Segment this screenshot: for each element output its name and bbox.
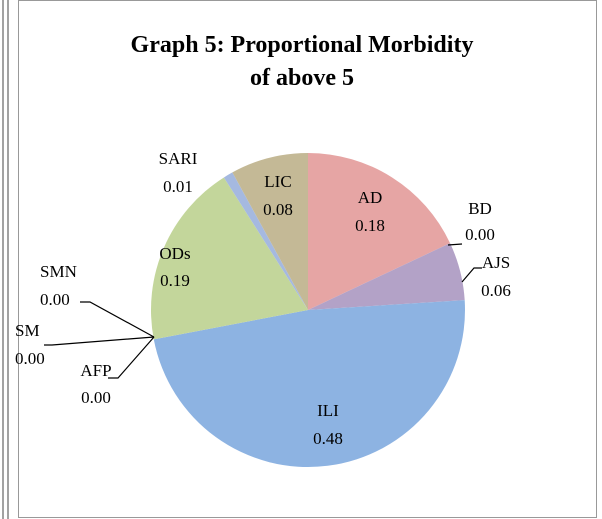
leader-line [447,243,463,246]
value-label: 0.19 [160,271,190,290]
value-label: 0.48 [313,429,343,448]
slice-label: SM [15,321,40,340]
chart-title: Graph 5: Proportional Morbidity of above … [131,32,474,91]
value-label: 0.08 [263,200,293,219]
pie-slice [308,243,465,310]
value-label: 0.00 [81,388,111,407]
pie-slice [308,153,451,310]
pie-slice [151,177,308,340]
slice-label: ODs [159,244,190,263]
chart-border [18,0,597,518]
pie-slice [223,172,308,310]
value-label: 0.06 [481,281,511,300]
slice-label: AFP [80,361,111,380]
leader-line [108,336,155,379]
value-label: 0.18 [355,216,385,235]
value-label: 0.00 [40,290,70,309]
slice-label: SMN [40,262,77,281]
slice-label: ILI [317,401,339,420]
slice-label: AD [358,188,383,207]
leader-line [44,336,155,346]
slice-label: BD [468,199,492,218]
value-label: 0.01 [163,177,193,196]
value-label: 0.00 [465,225,495,244]
slice-label: AJS [482,253,510,272]
slice-label: SARI [159,149,198,168]
leader-line [80,301,155,338]
pie-slice [232,153,308,310]
value-label: 0.00 [15,349,45,368]
leader-line [461,267,482,283]
pie-slice [153,300,466,467]
slice-label: LIC [264,172,291,191]
